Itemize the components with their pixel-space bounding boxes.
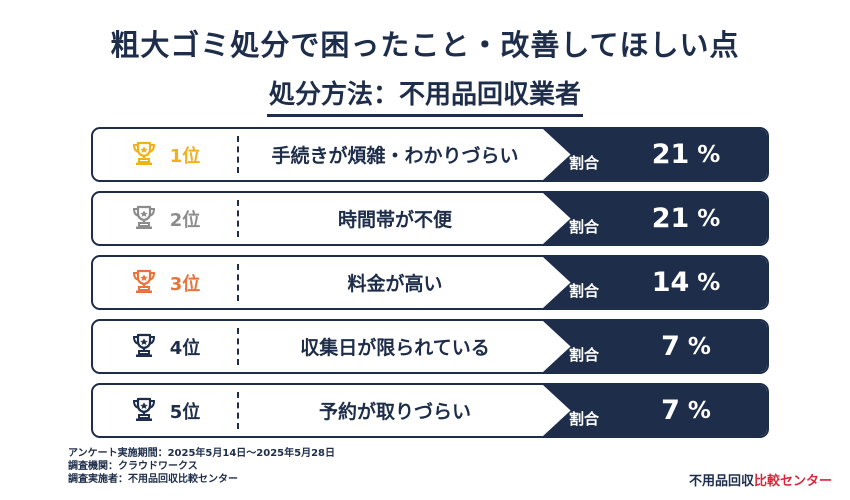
- ratio-label: 割合: [569, 282, 600, 300]
- rank-cell: 3位: [93, 257, 237, 308]
- ratio-value: 7%: [641, 321, 731, 372]
- ratio-value: 21%: [641, 129, 731, 180]
- dashed-divider: [237, 392, 239, 429]
- trophy-icon-navy: [130, 332, 158, 362]
- rank-label: 1位: [169, 145, 201, 167]
- trophy-icon-bronze: [130, 268, 158, 298]
- ranking-row: 5位 予約が取りづらい 割合 7%: [91, 383, 769, 438]
- page-subtitle: 処分方法：不用品回収業者: [0, 80, 850, 117]
- survey-conductor: 調査実施者：不用品回収比較センター: [68, 474, 238, 485]
- logo-part-2: 比較センター: [753, 474, 832, 489]
- logo-part-1: 不用品回収: [688, 474, 754, 489]
- ratio-unit: %: [687, 333, 711, 360]
- rank-cell: 2位: [93, 193, 237, 244]
- reason-text: 手続きが煩雑・わかりづらい: [271, 145, 519, 167]
- rank-label: 4位: [169, 337, 201, 359]
- dashed-divider: [237, 200, 239, 237]
- dashed-divider: [237, 264, 239, 301]
- trophy-icon-silver: [130, 204, 158, 234]
- trophy-icon-gold: [130, 140, 158, 170]
- ratio-unit: %: [697, 141, 721, 168]
- dashed-divider: [237, 136, 239, 173]
- value-band: [543, 321, 767, 372]
- ratio-value: 14%: [641, 257, 731, 308]
- value-band: [543, 193, 767, 244]
- ranking-row: 3位 料金が高い 割合 14%: [91, 255, 769, 310]
- reason-text: 予約が取りづらい: [318, 401, 471, 423]
- ratio-number: 21: [651, 139, 690, 170]
- value-band: [543, 257, 767, 308]
- rank-cell: 1位: [93, 129, 237, 180]
- trophy-icon-navy: [130, 396, 158, 426]
- ratio-number: 21: [651, 203, 690, 234]
- ranking-row: 4位 収集日が限られている 割合 7%: [91, 319, 769, 374]
- value-band: [543, 129, 767, 180]
- rank-cell: 5位: [93, 385, 237, 436]
- ratio-label: 割合: [569, 410, 600, 428]
- brand-logo: 不用品回収比較センター: [689, 470, 832, 489]
- survey-notes: アンケート実施期間：2025年5月14日〜2025年5月28日 調査機関：クラウ…: [68, 447, 335, 486]
- reason-text: 料金が高い: [347, 273, 443, 295]
- reason-text: 収集日が限られている: [300, 337, 490, 359]
- ratio-label: 割合: [569, 218, 600, 236]
- ratio-unit: %: [697, 269, 721, 296]
- ranking-row: 1位 手続きが煩雑・わかりづらい 割合 21%: [91, 127, 769, 182]
- value-band: [543, 385, 767, 436]
- rank-label: 3位: [169, 273, 201, 295]
- ratio-unit: %: [687, 397, 711, 424]
- dashed-divider: [237, 328, 239, 365]
- ratio-label: 割合: [569, 346, 600, 364]
- ranking-row: 2位 時間帯が不便 割合 21%: [91, 191, 769, 246]
- rank-label: 5位: [169, 401, 201, 423]
- ratio-number: 7: [661, 395, 680, 426]
- rank-cell: 4位: [93, 321, 237, 372]
- ratio-value: 7%: [641, 385, 731, 436]
- ratio-value: 21%: [641, 193, 731, 244]
- survey-period: アンケート実施期間：2025年5月14日〜2025年5月28日: [68, 448, 336, 459]
- reason-text: 時間帯が不便: [337, 209, 452, 231]
- ratio-number: 7: [661, 331, 680, 362]
- ratio-label: 割合: [569, 154, 600, 172]
- survey-agency: 調査機関：クラウドワークス: [68, 461, 198, 472]
- ratio-number: 14: [651, 267, 690, 298]
- rank-label: 2位: [169, 209, 201, 231]
- ranking-list: 1位 手続きが煩雑・わかりづらい 割合 21% 2位 時間帯が不便 割合 21%: [91, 127, 769, 447]
- page-title: 粗大ゴミ処分で困ったこと・改善してほしい点: [110, 28, 740, 62]
- ratio-unit: %: [697, 205, 721, 232]
- subtitle-text: 処分方法：不用品回収業者: [266, 80, 583, 117]
